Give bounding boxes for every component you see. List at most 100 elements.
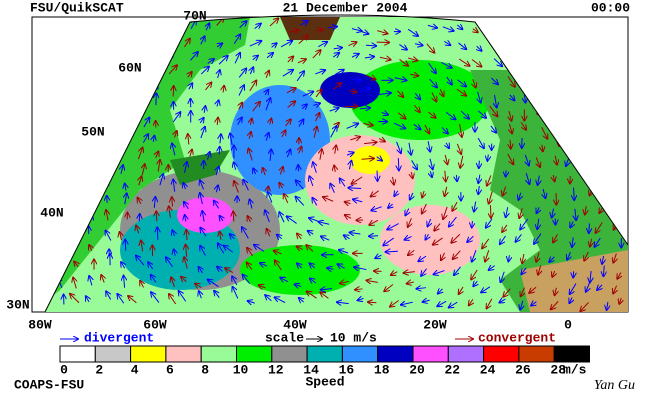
wind-vector bbox=[295, 284, 302, 286]
wind-vector bbox=[444, 41, 450, 45]
wind-vector bbox=[405, 236, 412, 239]
wind-vector bbox=[596, 222, 603, 233]
wind-vector bbox=[200, 67, 209, 75]
wind-vector bbox=[364, 142, 376, 143]
wind-vector bbox=[173, 180, 174, 192]
wind-vector bbox=[125, 240, 126, 251]
wind-vector bbox=[502, 224, 507, 232]
wind-vector bbox=[363, 123, 372, 125]
wind-vector bbox=[280, 167, 283, 175]
wind-vector bbox=[355, 289, 363, 290]
colorbar-label: 14 bbox=[303, 362, 319, 377]
wind-vector bbox=[323, 197, 334, 202]
wind-vector bbox=[174, 131, 176, 138]
wind-vector bbox=[243, 275, 251, 284]
wind-vector bbox=[387, 223, 399, 230]
wind-vector bbox=[490, 205, 491, 218]
wind-vector bbox=[377, 31, 387, 34]
land-newfoundland bbox=[170, 150, 230, 185]
wind-vector bbox=[208, 152, 210, 160]
wind-vector bbox=[117, 294, 125, 304]
wind-vector bbox=[200, 180, 204, 190]
lat-label: 50N bbox=[81, 124, 104, 139]
wind-vector bbox=[263, 168, 266, 176]
wind-vector bbox=[590, 238, 592, 247]
wind-vector bbox=[248, 301, 255, 303]
wind-vector bbox=[408, 250, 415, 255]
wind-vector bbox=[422, 190, 424, 197]
wind-vector bbox=[247, 263, 253, 270]
wind-vector bbox=[428, 141, 430, 151]
wind-vector bbox=[552, 208, 554, 218]
wind-vector bbox=[525, 154, 529, 165]
wind-vector bbox=[156, 211, 157, 222]
wind-vector bbox=[388, 204, 393, 208]
wind-vector bbox=[172, 143, 175, 156]
wind-vector bbox=[346, 153, 354, 156]
wind-vector bbox=[296, 180, 304, 190]
wind-vector bbox=[239, 103, 242, 110]
wind-vector bbox=[434, 223, 441, 231]
wind-vector bbox=[239, 21, 247, 28]
wind-vector bbox=[315, 30, 323, 31]
wind-vector bbox=[437, 300, 447, 306]
wind-vector bbox=[298, 35, 308, 44]
signature: Yan Gu bbox=[594, 378, 635, 393]
wind-vector bbox=[140, 281, 143, 288]
wind-vector bbox=[120, 232, 122, 241]
wind-vector bbox=[572, 237, 573, 246]
lon-label: 80W bbox=[28, 317, 52, 332]
wind-vector bbox=[141, 241, 143, 252]
wind-vector bbox=[250, 67, 253, 75]
wind-vector bbox=[277, 235, 282, 239]
wind-vector bbox=[89, 276, 92, 286]
wind-vector bbox=[445, 154, 447, 164]
wind-vector bbox=[308, 231, 314, 234]
wind-vector bbox=[299, 298, 304, 302]
wind-vector bbox=[70, 294, 80, 304]
wind-vector bbox=[233, 212, 234, 222]
wind-vector bbox=[313, 103, 320, 105]
colorbar-box bbox=[447, 345, 485, 363]
wind-vector bbox=[552, 270, 554, 277]
colorbar-box bbox=[377, 345, 414, 363]
wind-vector bbox=[218, 243, 225, 254]
wind-vector bbox=[287, 216, 297, 224]
lat-label: 30N bbox=[6, 297, 29, 312]
colorbar-box bbox=[130, 345, 167, 363]
wind-vector bbox=[536, 252, 539, 262]
wind-vector bbox=[86, 296, 89, 303]
wind-vector bbox=[407, 282, 415, 284]
wind-vector bbox=[569, 297, 572, 303]
wind-vector bbox=[443, 206, 448, 219]
wind-vector bbox=[280, 278, 289, 282]
wind-vector bbox=[253, 168, 255, 174]
wind-vector bbox=[410, 192, 413, 200]
wind-vector bbox=[509, 110, 512, 121]
wind-vector bbox=[555, 287, 557, 295]
wind-vector bbox=[250, 119, 251, 126]
wind-vector bbox=[287, 101, 296, 109]
wind-vector bbox=[473, 29, 478, 32]
wind-vector bbox=[477, 137, 484, 148]
wind-vector bbox=[393, 176, 394, 185]
wind-vector bbox=[243, 180, 249, 191]
wind-vector bbox=[214, 291, 220, 298]
wind-vector bbox=[399, 59, 408, 65]
colorbar-label: 10 bbox=[233, 362, 249, 377]
wind-vector bbox=[459, 286, 463, 294]
wind-vector bbox=[365, 75, 376, 79]
wind-vector bbox=[254, 24, 261, 29]
wind-vector bbox=[415, 92, 420, 99]
wind-vector bbox=[136, 226, 138, 234]
lat-label: 40N bbox=[40, 205, 63, 220]
wind-vector bbox=[168, 65, 177, 75]
wind-vector bbox=[137, 148, 142, 160]
colorbar-box bbox=[483, 345, 520, 363]
wind-vector bbox=[346, 124, 359, 129]
wind-vector bbox=[269, 18, 278, 27]
wind-vector bbox=[265, 295, 272, 302]
wind-vector bbox=[538, 175, 540, 185]
wind-vector bbox=[489, 266, 495, 270]
wind-vector bbox=[458, 42, 466, 49]
